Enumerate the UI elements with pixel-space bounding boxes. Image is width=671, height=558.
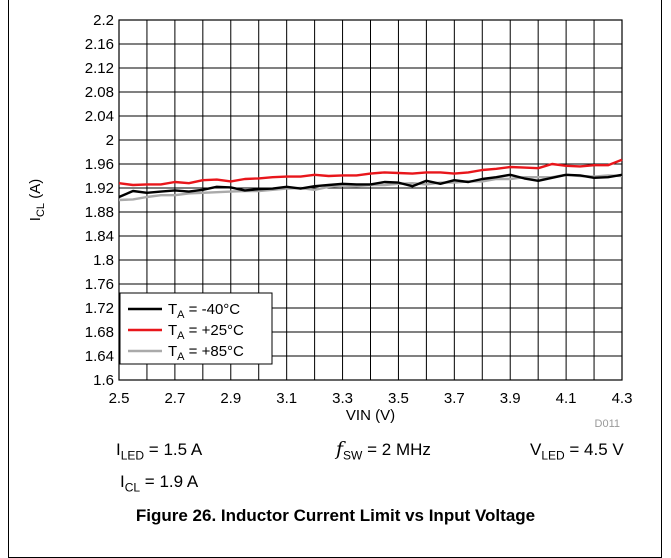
y-tick-label: 1.72: [85, 300, 114, 317]
x-tick-label: 2.9: [220, 390, 241, 407]
x-tick-label: 4.3: [612, 390, 633, 407]
x-tick-label: 3.3: [332, 390, 353, 407]
figure-caption: Figure 26. Inductor Current Limit vs Inp…: [135, 506, 536, 525]
y-tick-label: 2.08: [85, 84, 114, 101]
x-tick-label: 3.7: [444, 390, 465, 407]
x-axis-title: VIN (V): [346, 407, 395, 424]
y-tick-label: 2.16: [85, 36, 114, 53]
condition-vled: VLED = 4.5 V: [530, 440, 624, 463]
legend-label: TA = +25°C: [168, 322, 244, 342]
y-tick-label: 1.96: [85, 156, 114, 173]
series-line: [118, 173, 623, 199]
y-tick-label: 2.2: [93, 12, 114, 29]
x-tick-label: 4.1: [556, 390, 577, 407]
y-tick-label: 1.76: [85, 276, 114, 293]
x-tick-label: 3.5: [388, 390, 409, 407]
y-tick-label: 1.8: [93, 252, 114, 269]
condition-icl: ICL = 1.9 A: [120, 472, 199, 495]
y-tick-label: 2: [106, 132, 114, 149]
y-tick-label: 2.12: [85, 60, 114, 77]
y-tick-label: 1.6: [93, 372, 114, 389]
legend-label: TA = +85°C: [168, 343, 244, 363]
y-tick-label: 1.92: [85, 180, 114, 197]
watermark-label: D011: [595, 418, 620, 430]
legend-box: [119, 292, 273, 365]
x-tick-label: 3.9: [500, 390, 521, 407]
legend-label: TA = -40°C: [168, 301, 240, 321]
y-tick-label: 1.88: [85, 204, 114, 221]
x-tick-label: 2.5: [109, 390, 130, 407]
y-tick-label: 2.04: [85, 108, 114, 125]
x-tick-label: 2.7: [164, 390, 185, 407]
series-line: [118, 158, 623, 187]
y-tick-label: 1.68: [85, 324, 114, 341]
y-tick-label: 1.64: [85, 348, 114, 365]
condition-fsw: fSW = 2 MHz: [336, 438, 431, 463]
y-axis-title: ICL (A): [27, 179, 47, 221]
y-tick-label: 1.84: [85, 228, 114, 245]
condition-iled: ILED = 1.5 A: [116, 440, 203, 463]
x-tick-label: 3.1: [276, 390, 297, 407]
chart-svg: 1.6 1.64 1.68 1.72 1.76 1.8 1.84 1.88 1.92 1.96 2 2…: [27, 12, 633, 430]
